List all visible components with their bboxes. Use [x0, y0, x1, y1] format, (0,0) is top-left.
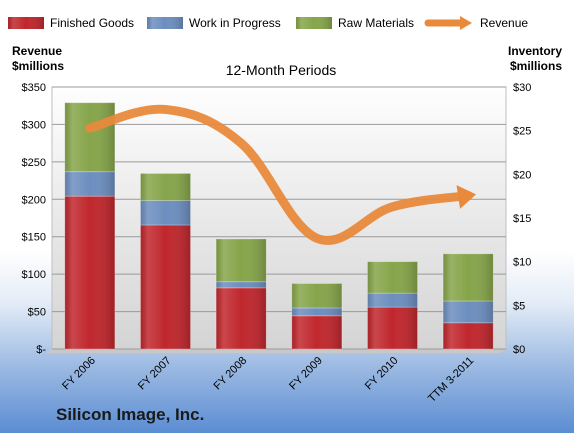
left-tick-label: $250: [22, 157, 46, 169]
left-axis-label-line1: Revenue: [12, 44, 62, 58]
bar-segment-shade: [140, 173, 191, 201]
legend-swatch-shade: [296, 17, 332, 29]
bar-segment-shade: [216, 238, 267, 282]
plot-area: [46, 86, 507, 353]
category-label: FY 2008: [212, 355, 250, 393]
left-tick-label: $-: [36, 344, 46, 356]
gridlines: [52, 86, 506, 350]
legend-swatch-arrow: [460, 16, 472, 30]
bar-stack: [291, 283, 343, 350]
left-axis-label-line2: $millions: [12, 59, 64, 73]
legend-label: Revenue: [480, 16, 528, 30]
bar-segment-shade: [443, 322, 494, 349]
bar-stack: [64, 102, 116, 350]
right-tick-label: $30: [513, 82, 531, 94]
category-label: FY 2006: [60, 355, 98, 393]
left-tick-label: $150: [22, 232, 46, 244]
plot-floor: [46, 349, 506, 353]
bar-segment-shade: [367, 307, 418, 349]
left-tick-label: $50: [28, 307, 46, 319]
category-label: TTM 3-2011: [426, 355, 476, 405]
bar-stack: [367, 261, 418, 350]
category-label: FY 2007: [136, 355, 174, 393]
revenue-line: [85, 104, 473, 245]
legend-label: Raw Materials: [338, 16, 414, 30]
bar-segment-shade: [291, 283, 342, 308]
bar-segment-shade: [367, 293, 418, 308]
left-tick-label: $100: [22, 269, 46, 281]
legend-label: Work in Progress: [189, 16, 281, 30]
right-tick-label: $20: [513, 169, 531, 181]
legend-item: Work in Progress: [147, 16, 281, 30]
bar-segment-shade: [64, 196, 115, 349]
left-tick-label: $300: [22, 119, 46, 131]
category-label: FY 2009: [287, 355, 325, 393]
legend-swatch-shade: [8, 17, 44, 29]
legend-item: Raw Materials: [296, 16, 414, 30]
legend-item: Finished Goods: [8, 16, 134, 30]
bar-segment-shade: [140, 200, 191, 225]
revenue-arrowhead: [456, 185, 477, 209]
left-tick-label: $200: [22, 194, 46, 206]
bars: [64, 102, 494, 350]
chart-subtitle: 12-Month Periods: [226, 62, 337, 78]
right-tick-label: $0: [513, 344, 525, 356]
legend-label: Finished Goods: [50, 16, 134, 30]
left-tick-label: $350: [22, 82, 46, 94]
bar-segment-shade: [443, 300, 494, 323]
bar-segment-shade: [64, 102, 115, 172]
right-axis-label-line2: $millions: [510, 59, 562, 73]
bar-segment-shade: [291, 307, 342, 316]
right-tick-label: $25: [513, 126, 531, 138]
bar-stack: [215, 238, 267, 350]
bar-segment-shade: [367, 261, 418, 294]
right-axis-label-line1: Inventory: [508, 44, 562, 58]
company-name: Silicon Image, Inc.: [56, 405, 204, 424]
bar-segment-shade: [64, 171, 115, 197]
right-tick-label: $10: [513, 257, 531, 269]
category-label: FY 2010: [363, 355, 401, 393]
bar-stack: [140, 173, 191, 350]
right-tick-label: $15: [513, 213, 531, 225]
plot-background: [51, 86, 507, 350]
bar-segment-shade: [216, 287, 267, 349]
bar-segment-shade: [140, 224, 191, 349]
legend-item: Revenue: [424, 16, 528, 30]
bar-stack: [442, 253, 494, 350]
bar-segment-shade: [291, 315, 342, 349]
bar-segment-shade: [443, 253, 494, 301]
bar-segment-shade: [216, 281, 267, 288]
right-tick-label: $5: [513, 300, 525, 312]
legend-swatch-shade: [147, 17, 183, 29]
revenue-line-layer: [85, 104, 477, 245]
legend: Finished Goods Work in Progress Raw Materi…: [8, 16, 528, 30]
